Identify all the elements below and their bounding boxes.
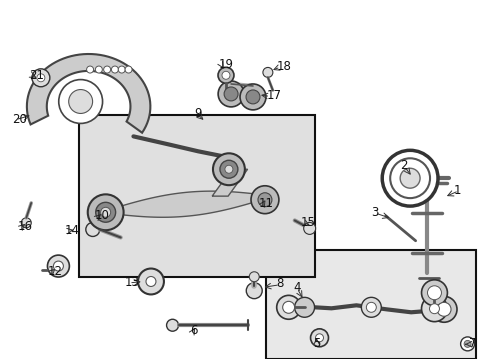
Text: 4: 4 <box>293 281 300 294</box>
Text: 18: 18 <box>276 60 291 73</box>
Circle shape <box>294 297 314 317</box>
Circle shape <box>95 66 102 73</box>
Circle shape <box>258 193 271 207</box>
Circle shape <box>427 286 441 300</box>
Text: 7: 7 <box>468 337 475 350</box>
Circle shape <box>218 81 244 107</box>
PathPatch shape <box>101 191 273 217</box>
Circle shape <box>249 272 259 282</box>
Circle shape <box>421 280 447 306</box>
Text: 8: 8 <box>276 278 283 291</box>
Text: 19: 19 <box>218 58 233 71</box>
Circle shape <box>103 66 110 73</box>
Circle shape <box>436 302 450 316</box>
Text: 20: 20 <box>12 113 26 126</box>
Circle shape <box>166 319 178 331</box>
Text: 2: 2 <box>400 159 407 172</box>
Circle shape <box>111 66 118 73</box>
Circle shape <box>220 160 237 178</box>
Circle shape <box>138 269 163 294</box>
Circle shape <box>224 165 232 173</box>
Circle shape <box>85 222 100 237</box>
Text: 5: 5 <box>312 337 320 350</box>
Circle shape <box>310 329 328 347</box>
Text: 9: 9 <box>193 107 201 120</box>
Text: 17: 17 <box>266 89 281 102</box>
Circle shape <box>53 261 63 271</box>
Circle shape <box>276 295 300 319</box>
PathPatch shape <box>212 169 247 196</box>
Circle shape <box>59 80 102 123</box>
Circle shape <box>389 158 429 198</box>
Text: 13: 13 <box>125 276 140 289</box>
Circle shape <box>399 168 419 188</box>
Circle shape <box>463 341 470 347</box>
Circle shape <box>224 87 238 101</box>
Circle shape <box>240 84 265 110</box>
Circle shape <box>125 66 132 73</box>
Circle shape <box>87 194 123 230</box>
Circle shape <box>361 297 381 317</box>
Circle shape <box>96 202 115 222</box>
Circle shape <box>282 301 294 313</box>
Circle shape <box>246 283 262 299</box>
Circle shape <box>430 296 456 322</box>
Text: 12: 12 <box>48 265 62 278</box>
Text: 1: 1 <box>453 184 461 197</box>
Text: 16: 16 <box>18 220 33 233</box>
Circle shape <box>118 66 125 73</box>
Bar <box>79 116 314 277</box>
Circle shape <box>37 74 45 82</box>
Circle shape <box>146 276 156 287</box>
Circle shape <box>47 255 69 277</box>
Text: 11: 11 <box>259 197 274 210</box>
Circle shape <box>428 304 439 314</box>
Bar <box>266 250 475 359</box>
Text: 3: 3 <box>370 206 378 219</box>
Circle shape <box>21 218 31 228</box>
Circle shape <box>250 186 278 214</box>
Circle shape <box>101 207 110 217</box>
Text: 14: 14 <box>64 224 79 237</box>
Circle shape <box>245 90 260 104</box>
Circle shape <box>421 296 447 321</box>
Circle shape <box>86 66 93 73</box>
Circle shape <box>68 90 92 113</box>
Circle shape <box>32 69 50 87</box>
Circle shape <box>218 67 233 83</box>
Circle shape <box>315 334 323 342</box>
Circle shape <box>303 222 315 234</box>
Text: 6: 6 <box>189 324 197 337</box>
Text: 21: 21 <box>29 69 44 82</box>
Text: 10: 10 <box>94 210 109 222</box>
Circle shape <box>460 337 473 351</box>
Circle shape <box>366 302 376 312</box>
Circle shape <box>382 150 437 206</box>
Polygon shape <box>27 54 150 133</box>
Circle shape <box>263 67 272 77</box>
Circle shape <box>213 153 244 185</box>
Circle shape <box>222 71 229 79</box>
Text: 15: 15 <box>300 216 315 229</box>
